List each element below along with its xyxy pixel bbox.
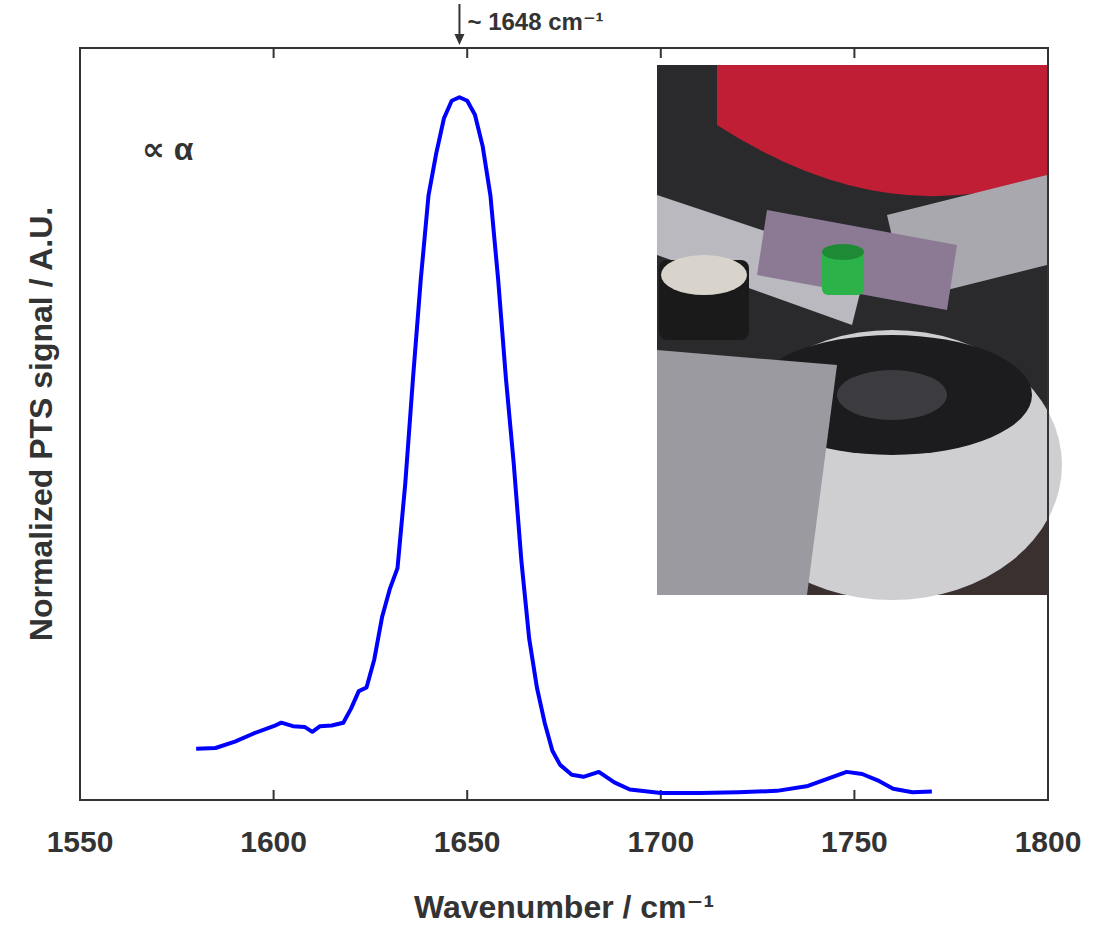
- x-tick: [853, 790, 855, 800]
- x-tick: [79, 790, 81, 800]
- annotation-text: ∝ α: [142, 131, 194, 167]
- x-tick: [273, 790, 275, 800]
- x-axis-title: Wavenumber / cm⁻¹: [414, 889, 714, 925]
- objective-lens: [837, 370, 947, 420]
- arrow-head: [454, 34, 464, 45]
- holder-bottom: [657, 350, 837, 595]
- x-tick: [1047, 790, 1049, 800]
- spectrum-line: [196, 97, 932, 793]
- chart: 1550 1600 1650 1700 1750 1800 Wavenumber / cm⁻…: [0, 0, 1113, 937]
- x-tick-top: [273, 48, 275, 58]
- plot-frame: [80, 48, 1048, 800]
- slide: [757, 210, 957, 310]
- inset-photo: [657, 65, 1062, 600]
- annotation-text: ~ 1648 cm⁻¹: [467, 8, 603, 35]
- y-axis-title: Normalized PTS signal / A.U.: [23, 207, 59, 641]
- knob-top: [661, 255, 747, 295]
- x-tick: [466, 790, 468, 800]
- x-tick-label: 1700: [627, 825, 694, 858]
- x-tick-label: 1650: [434, 825, 501, 858]
- x-tick-top: [466, 48, 468, 58]
- x-tick-top: [1047, 48, 1049, 58]
- red-lens: [717, 65, 1047, 196]
- x-tick-label: 1750: [821, 825, 888, 858]
- x-tick-top: [853, 48, 855, 58]
- x-tick-top: [79, 48, 81, 58]
- plot-area: [196, 97, 932, 793]
- x-tick-label: 1800: [1015, 825, 1082, 858]
- x-tick-label: 1600: [240, 825, 307, 858]
- green-cap-top: [822, 244, 864, 260]
- x-tick-top: [660, 48, 662, 58]
- x-tick-label: 1550: [47, 825, 114, 858]
